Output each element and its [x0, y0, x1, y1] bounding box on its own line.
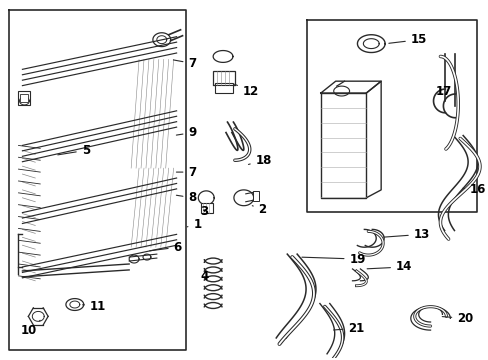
Text: 21: 21	[333, 322, 364, 335]
Text: 7: 7	[176, 166, 196, 179]
Text: 12: 12	[234, 84, 259, 98]
Bar	[19, 91, 30, 105]
Text: 16: 16	[462, 183, 486, 197]
Text: 5: 5	[58, 144, 90, 157]
Bar	[252, 191, 258, 201]
Text: 9: 9	[176, 126, 196, 139]
Text: 6: 6	[149, 241, 182, 254]
Bar	[213, 71, 234, 85]
Bar	[20, 94, 28, 102]
Text: 4: 4	[200, 270, 208, 283]
Text: 8: 8	[176, 191, 196, 204]
Bar	[215, 83, 232, 93]
Text: 14: 14	[366, 261, 411, 274]
Text: 13: 13	[383, 228, 429, 241]
Text: 2: 2	[252, 203, 266, 216]
Text: 20: 20	[441, 312, 472, 325]
Text: 3: 3	[200, 205, 208, 218]
Text: 15: 15	[388, 33, 427, 46]
Text: 10: 10	[20, 320, 40, 337]
Text: 7: 7	[173, 57, 196, 70]
Text: 17: 17	[435, 85, 451, 98]
Text: 19: 19	[301, 253, 365, 266]
Text: 18: 18	[248, 154, 271, 167]
Text: 1: 1	[187, 218, 201, 231]
Text: 11: 11	[82, 300, 106, 313]
Bar	[201, 203, 213, 213]
